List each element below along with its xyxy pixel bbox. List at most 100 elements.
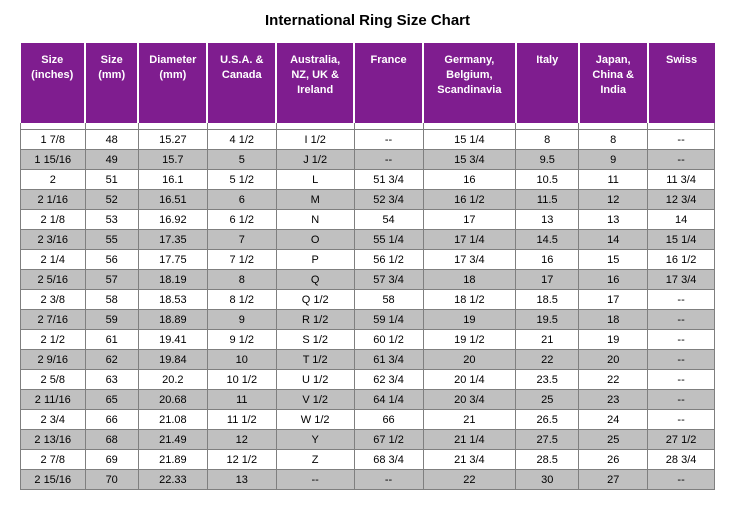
table-cell: M — [276, 190, 354, 210]
table-cell: 20.68 — [138, 390, 207, 410]
table-cell: 70 — [85, 470, 138, 490]
col-diameter-mm: Diameter (mm) — [138, 43, 207, 123]
table-cell: 28 3/4 — [648, 450, 715, 470]
table-cell: -- — [648, 370, 715, 390]
table-cell: 18.89 — [138, 310, 207, 330]
table-row: 1 7/84815.274 1/2I 1/2--15 1/488-- — [21, 130, 715, 150]
table-cell: 17 — [516, 270, 579, 290]
table-cell: 25 — [579, 430, 648, 450]
table-cell: 11 — [207, 390, 276, 410]
table-cell: 21 — [516, 330, 579, 350]
table-cell: 2 15/16 — [21, 470, 86, 490]
table-cell: 2 9/16 — [21, 350, 86, 370]
table-cell: 51 — [85, 170, 138, 190]
table-row: 2 1/26119.419 1/2S 1/260 1/219 1/22119-- — [21, 330, 715, 350]
table-cell: 57 3/4 — [354, 270, 423, 290]
table-cell: 2 — [21, 170, 86, 190]
table-cell: 19.84 — [138, 350, 207, 370]
table-cell: 20.2 — [138, 370, 207, 390]
table-cell: 66 — [85, 410, 138, 430]
table-cell: 15 3/4 — [423, 150, 516, 170]
table-row: 2 7/86921.8912 1/2Z68 3/421 3/428.52628 … — [21, 450, 715, 470]
table-cell: 20 1/4 — [423, 370, 516, 390]
table-cell: 26 — [579, 450, 648, 470]
table-cell: 17.35 — [138, 230, 207, 250]
table-cell: 15 — [579, 250, 648, 270]
table-cell: 12 — [207, 430, 276, 450]
table-cell: 14.5 — [516, 230, 579, 250]
table-row: 2 3/85818.538 1/2Q 1/25818 1/218.517-- — [21, 290, 715, 310]
table-cell: 20 3/4 — [423, 390, 516, 410]
table-cell: 21 1/4 — [423, 430, 516, 450]
table-cell: 8 — [207, 270, 276, 290]
table-cell: 12 1/2 — [207, 450, 276, 470]
table-cell: 16.92 — [138, 210, 207, 230]
table-cell: 7 1/2 — [207, 250, 276, 270]
table-cell: 9 — [579, 150, 648, 170]
table-cell: 17 — [423, 210, 516, 230]
table-cell: 1 15/16 — [21, 150, 86, 170]
table-cell: 6 — [207, 190, 276, 210]
table-cell: -- — [648, 310, 715, 330]
table-cell: 16.1 — [138, 170, 207, 190]
table-cell: 11.5 — [516, 190, 579, 210]
table-cell: 55 1/4 — [354, 230, 423, 250]
table-cell: 15 1/4 — [423, 130, 516, 150]
table-cell: 4 1/2 — [207, 130, 276, 150]
table-cell: -- — [354, 470, 423, 490]
table-row: 2 1/45617.757 1/2P56 1/217 3/4161516 1/2 — [21, 250, 715, 270]
table-row: 2 15/167022.3313----223027-- — [21, 470, 715, 490]
table-cell: 21 — [423, 410, 516, 430]
table-cell: 16 1/2 — [423, 190, 516, 210]
table-cell: -- — [648, 330, 715, 350]
table-cell: 16 — [579, 270, 648, 290]
table-cell: R 1/2 — [276, 310, 354, 330]
table-cell: 30 — [516, 470, 579, 490]
table-cell: 2 3/16 — [21, 230, 86, 250]
table-cell: 5 — [207, 150, 276, 170]
table-cell: -- — [648, 390, 715, 410]
table-row: 2 11/166520.6811V 1/264 1/420 3/42523-- — [21, 390, 715, 410]
table-cell: 68 — [85, 430, 138, 450]
table-cell: 18.19 — [138, 270, 207, 290]
table-cell: 2 13/16 — [21, 430, 86, 450]
table-row: 2 3/46621.0811 1/2W 1/2662126.524-- — [21, 410, 715, 430]
table-cell: 2 3/8 — [21, 290, 86, 310]
col-aus-nz-uk-ie: Australia, NZ, UK & Ireland — [276, 43, 354, 123]
table-cell: 60 1/2 — [354, 330, 423, 350]
table-cell: 10.5 — [516, 170, 579, 190]
table-row: 2 5/86320.210 1/2U 1/262 3/420 1/423.522… — [21, 370, 715, 390]
chart-title: International Ring Size Chart — [20, 12, 715, 29]
table-cell: 17 3/4 — [648, 270, 715, 290]
table-cell: 19 — [579, 330, 648, 350]
table-cell: 11 — [579, 170, 648, 190]
table-cell: 18 — [579, 310, 648, 330]
table-cell: 15.7 — [138, 150, 207, 170]
table-cell: 16 — [423, 170, 516, 190]
table-cell: 2 1/16 — [21, 190, 86, 210]
table-cell: Y — [276, 430, 354, 450]
table-cell: 8 — [579, 130, 648, 150]
table-cell: 22 — [579, 370, 648, 390]
table-cell: 11 1/2 — [207, 410, 276, 430]
table-cell: 12 — [579, 190, 648, 210]
table-cell: J 1/2 — [276, 150, 354, 170]
table-cell: 2 3/4 — [21, 410, 86, 430]
table-cell: 16 — [516, 250, 579, 270]
table-cell: 55 — [85, 230, 138, 250]
table-cell: 19 — [423, 310, 516, 330]
table-cell: 5 1/2 — [207, 170, 276, 190]
table-cell: 20 — [579, 350, 648, 370]
table-cell: 53 — [85, 210, 138, 230]
table-cell: 18 1/2 — [423, 290, 516, 310]
table-cell: 9.5 — [516, 150, 579, 170]
table-cell: 52 — [85, 190, 138, 210]
table-cell: 13 — [207, 470, 276, 490]
table-cell: 52 3/4 — [354, 190, 423, 210]
table-cell: 65 — [85, 390, 138, 410]
table-cell: 66 — [354, 410, 423, 430]
table-cell: 17 3/4 — [423, 250, 516, 270]
table-cell: 63 — [85, 370, 138, 390]
table-cell: L — [276, 170, 354, 190]
table-cell: 25 — [516, 390, 579, 410]
